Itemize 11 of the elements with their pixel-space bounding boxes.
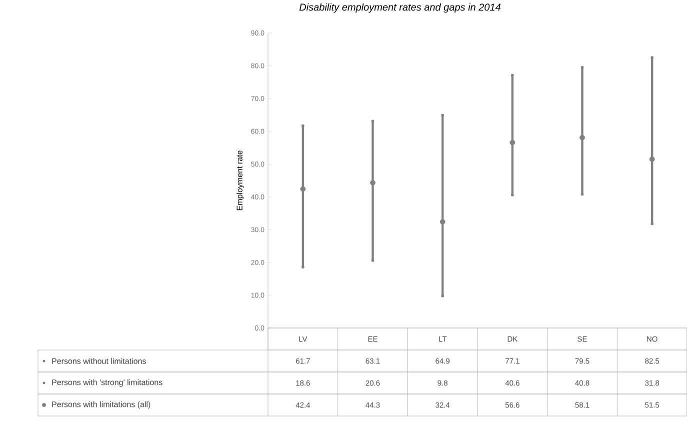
point (300, 186, 306, 192)
legend-label: Persons with limitations (all) (52, 401, 150, 409)
legend-label: Persons with 'strong' limitations (52, 379, 162, 387)
legend-label: Persons without limitations (52, 358, 146, 364)
y-axis-title: Employment rate (236, 150, 244, 210)
point (580, 134, 585, 140)
point (510, 140, 516, 146)
point (440, 219, 446, 224)
point (370, 180, 376, 186)
point (649, 156, 655, 162)
chart-title: Disability employment rates and gaps in 2014 (299, 3, 500, 13)
